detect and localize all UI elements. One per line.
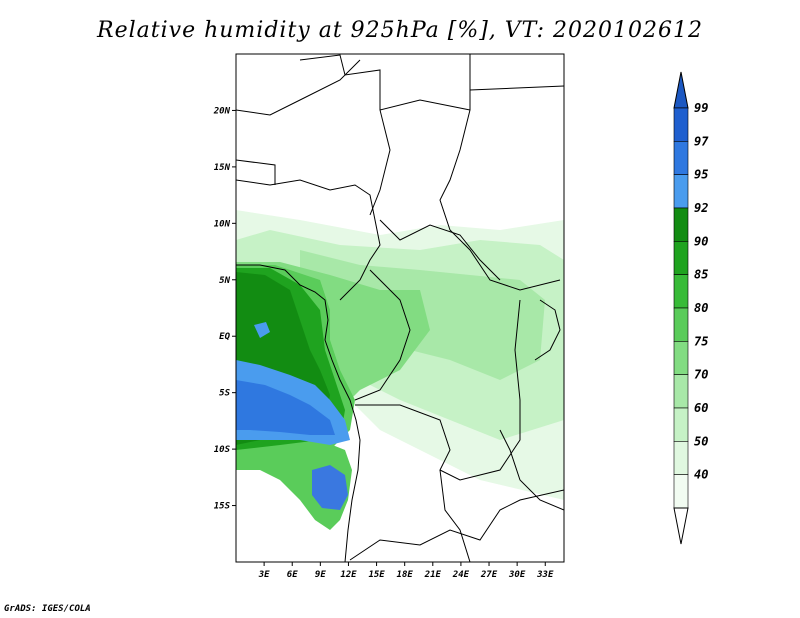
lon-label: 27E: [480, 570, 498, 580]
lon-label: 30E: [508, 570, 526, 580]
colorbar-segment: [673, 107, 689, 142]
lon-label: 15E: [368, 570, 385, 580]
lon-label: 3E: [258, 570, 270, 580]
colorbar-label: 95: [694, 168, 708, 182]
lon-label: 6E: [287, 570, 298, 580]
colorbar-segment: [673, 441, 689, 475]
colorbar-segment: [673, 141, 689, 175]
longitude-labels: 3E 6E 9E 12E 15E 18E 21E 24E 27E 30E 33E: [258, 562, 554, 580]
lat-label: EQ: [219, 332, 230, 342]
colorbar-label: 97: [694, 134, 709, 148]
colorbar-label: 75: [694, 334, 708, 348]
colorbar-label: 99: [694, 101, 708, 115]
colorbar-segment: [673, 207, 689, 242]
colorbar-segment: [673, 341, 689, 375]
lat-label: 5N: [219, 276, 230, 286]
colorbar-label: 70: [694, 368, 708, 382]
humidity-field: [236, 210, 564, 530]
colorbar-segment: [673, 174, 689, 209]
rh-zone-patch: [254, 322, 270, 338]
colorbar-bottom-arrow: [673, 507, 689, 545]
colorbar-label: 50: [694, 434, 708, 448]
colorbar-label: 80: [694, 301, 708, 315]
rh-zone-95-south: [312, 465, 348, 510]
colorbar-segment: [673, 407, 689, 442]
lat-label: 10S: [214, 445, 231, 455]
lon-label: 18E: [397, 570, 414, 580]
map-frame: [235, 53, 565, 563]
colorbar-top-arrow: [673, 71, 689, 109]
colorbar-segment: [673, 307, 689, 342]
latitude-labels: 20N 15N 10N 5N EQ 5S 10S 15S: [213, 106, 236, 512]
colorbar-label: 90: [694, 234, 708, 248]
colorbar-segment: [673, 374, 689, 409]
colorbar-segment: [673, 474, 689, 509]
colorbar-label: 60: [694, 401, 708, 415]
lon-label: 12E: [340, 570, 357, 580]
lon-label: 9E: [315, 570, 326, 580]
lat-label: 5S: [219, 389, 230, 399]
lat-label: 15S: [214, 502, 231, 512]
lon-label: 21E: [424, 570, 442, 580]
lon-label: 24E: [452, 570, 470, 580]
footer-credit: GrADS: IGES/COLA: [4, 604, 91, 614]
colorbar-label: 92: [694, 201, 708, 215]
lat-label: 10N: [214, 219, 231, 229]
rh-zone-97: [236, 380, 335, 435]
lat-label: 20N: [213, 106, 231, 116]
colorbar: 99 97 95 92 90 85 80 75 70 60 50 40: [673, 71, 709, 545]
lat-label: 15N: [214, 163, 231, 173]
map-title: Relative humidity at 925hPa [%], VT: 202…: [97, 18, 703, 43]
country-borders: [236, 54, 564, 562]
colorbar-label: 40: [694, 468, 708, 482]
colorbar-segment: [673, 241, 689, 275]
lon-label: 33E: [536, 570, 554, 580]
colorbar-label: 85: [694, 268, 708, 282]
colorbar-segment: [673, 274, 689, 309]
